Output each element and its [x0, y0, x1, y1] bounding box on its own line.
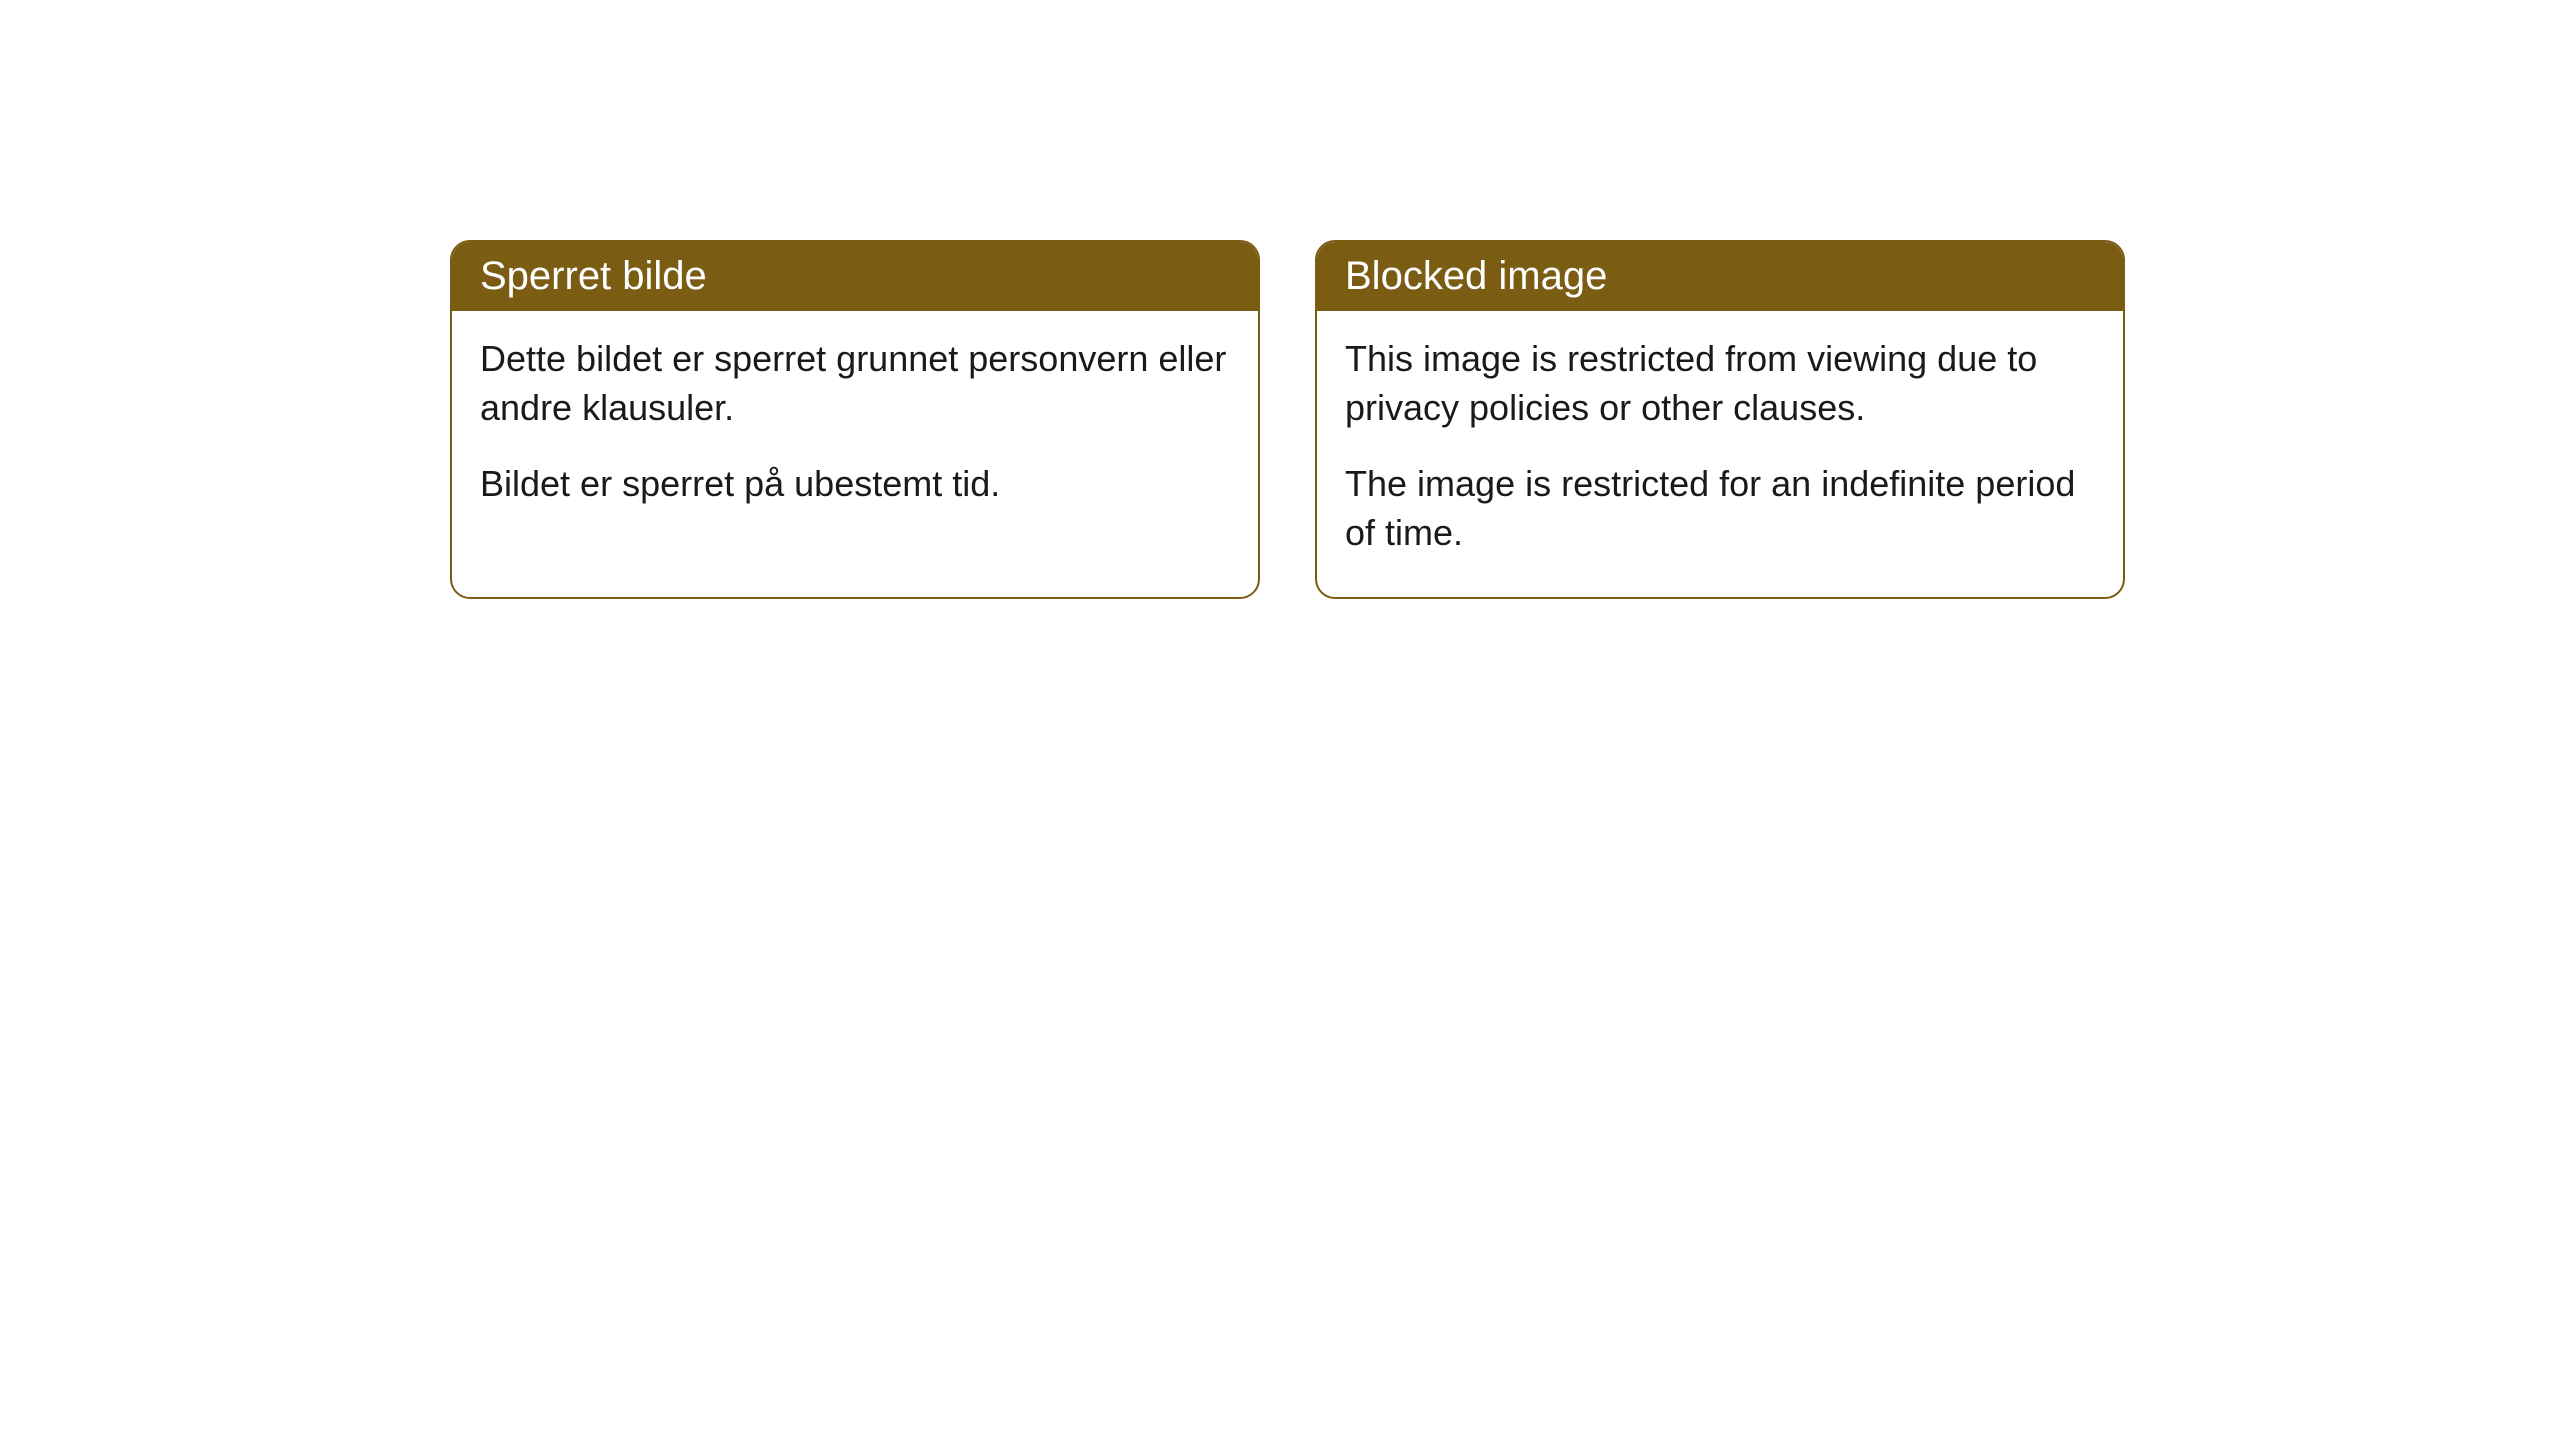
notice-paragraph: This image is restricted from viewing du…: [1345, 335, 2095, 432]
notice-card-english: Blocked image This image is restricted f…: [1315, 240, 2125, 599]
notice-paragraph: Bildet er sperret på ubestemt tid.: [480, 460, 1230, 509]
card-title: Blocked image: [1317, 242, 2123, 311]
notice-card-norwegian: Sperret bilde Dette bildet er sperret gr…: [450, 240, 1260, 599]
card-body: This image is restricted from viewing du…: [1317, 311, 2123, 597]
card-body: Dette bildet er sperret grunnet personve…: [452, 311, 1258, 549]
notice-paragraph: The image is restricted for an indefinit…: [1345, 460, 2095, 557]
notice-paragraph: Dette bildet er sperret grunnet personve…: [480, 335, 1230, 432]
notice-container: Sperret bilde Dette bildet er sperret gr…: [0, 0, 2560, 599]
card-title: Sperret bilde: [452, 242, 1258, 311]
